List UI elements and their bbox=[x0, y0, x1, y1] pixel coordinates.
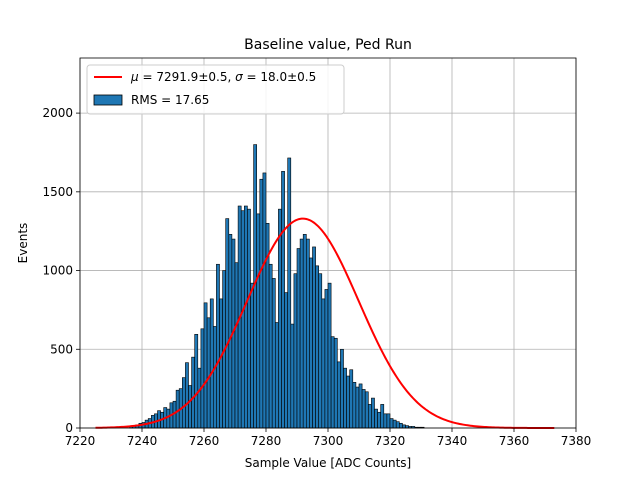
histogram-bar bbox=[352, 382, 357, 429]
histogram-bar bbox=[256, 213, 261, 429]
histogram-bar bbox=[244, 205, 248, 429]
histogram-bar bbox=[228, 234, 233, 429]
histogram-bar bbox=[296, 248, 301, 429]
legend-mu-value: = 7291.9±0.5, bbox=[139, 70, 235, 84]
histogram-bar bbox=[367, 404, 372, 429]
legend-box bbox=[86, 64, 345, 115]
histogram-bar bbox=[293, 273, 298, 429]
histogram-bar bbox=[386, 413, 391, 429]
histogram-bar bbox=[194, 334, 199, 429]
histogram-bar bbox=[315, 265, 320, 429]
histogram-bar bbox=[262, 172, 267, 429]
histogram-bar bbox=[398, 422, 403, 429]
x-tick-label: 7220 bbox=[65, 434, 96, 448]
histogram-bar bbox=[340, 348, 344, 429]
histogram-bar bbox=[318, 273, 323, 429]
histogram-bar bbox=[343, 367, 347, 429]
x-tick-label: 7300 bbox=[313, 434, 344, 448]
legend-histogram-label: RMS = 17.65 bbox=[131, 93, 209, 107]
histogram-bar bbox=[219, 298, 223, 429]
histogram-bar bbox=[234, 262, 239, 429]
histogram-bar bbox=[374, 408, 378, 429]
histogram-bar bbox=[395, 421, 400, 429]
histogram-bar bbox=[346, 375, 351, 429]
y-axis-ticks: 0 500 1000 1500 2000 bbox=[42, 106, 80, 435]
histogram-bar bbox=[364, 391, 369, 429]
histogram-bar bbox=[284, 292, 289, 429]
histogram-bar bbox=[290, 323, 295, 429]
histogram-bar bbox=[185, 362, 189, 429]
chart-title: Baseline value, Ped Run bbox=[244, 37, 412, 53]
x-tick-label: 7340 bbox=[437, 434, 468, 448]
histogram-bar bbox=[361, 389, 366, 429]
histogram-bar bbox=[309, 257, 313, 429]
histogram-bar bbox=[278, 208, 282, 429]
legend-histogram-swatch bbox=[93, 94, 123, 106]
histogram-bar bbox=[274, 322, 279, 429]
y-tick-label: 0 bbox=[65, 421, 73, 435]
histogram-bar bbox=[377, 411, 382, 429]
histogram-bar bbox=[305, 238, 310, 429]
histogram-bar bbox=[281, 171, 285, 429]
histogram-bar bbox=[299, 238, 304, 429]
histogram-bar bbox=[302, 234, 307, 429]
x-tick-label: 7360 bbox=[499, 434, 530, 448]
histogram-bar bbox=[203, 302, 208, 429]
histogram-bar bbox=[268, 263, 273, 429]
legend-sigma-value: = 18.0±0.5 bbox=[243, 70, 317, 84]
histogram-bar bbox=[333, 337, 338, 429]
legend-sigma-symbol: σ bbox=[235, 70, 243, 84]
histogram-bar bbox=[247, 208, 251, 429]
y-tick-label: 1500 bbox=[42, 185, 73, 199]
histogram-bar bbox=[206, 317, 211, 429]
y-tick-label: 500 bbox=[50, 342, 73, 356]
histogram-bar bbox=[240, 210, 245, 429]
histogram-bar bbox=[383, 413, 388, 429]
histogram-bar bbox=[327, 282, 332, 429]
histogram-bar bbox=[188, 385, 192, 429]
histogram-bar bbox=[389, 418, 394, 429]
histogram-bar bbox=[175, 389, 180, 429]
x-axis-ticks: 7220 7240 7260 7280 7300 7320 7340 7360 7380 bbox=[65, 428, 592, 448]
histogram-bar bbox=[324, 289, 329, 429]
x-tick-label: 7320 bbox=[375, 434, 406, 448]
histogram-bar bbox=[213, 326, 217, 429]
histogram-bar bbox=[225, 218, 230, 429]
x-axis-label: Sample Value [ADC Counts] bbox=[245, 456, 411, 470]
histogram-bar bbox=[271, 278, 276, 429]
histogram-bar bbox=[312, 246, 316, 429]
histogram-bar bbox=[358, 383, 363, 429]
histogram-bar bbox=[259, 178, 264, 429]
histogram-bar bbox=[216, 263, 220, 429]
histogram-bar bbox=[182, 377, 186, 429]
x-tick-label: 7240 bbox=[127, 434, 158, 448]
y-tick-label: 2000 bbox=[42, 106, 73, 120]
x-tick-label: 7260 bbox=[189, 434, 220, 448]
histogram-bar bbox=[349, 369, 354, 429]
histogram-bar bbox=[166, 408, 171, 429]
legend-fit-label: μ = 7291.9±0.5, σ = 18.0±0.5 bbox=[130, 70, 316, 84]
histogram-bar bbox=[336, 361, 341, 429]
gaussian-fit-curve bbox=[95, 217, 555, 429]
x-tick-label: 7280 bbox=[251, 434, 282, 448]
y-tick-label: 1000 bbox=[42, 264, 73, 278]
histogram-bar bbox=[330, 336, 335, 429]
histogram-bar bbox=[200, 328, 205, 429]
histogram-bar bbox=[250, 282, 254, 429]
x-tick-label: 7380 bbox=[561, 434, 592, 448]
histogram-bar bbox=[209, 298, 214, 429]
legend-mu-symbol: μ bbox=[130, 70, 139, 84]
legend: μ = 7291.9±0.5, σ = 18.0±0.5 RMS = 17.65 bbox=[86, 64, 345, 115]
histogram-bar bbox=[287, 157, 292, 429]
histogram-bar bbox=[371, 397, 375, 429]
histogram-bar bbox=[402, 424, 406, 429]
histogram-bar bbox=[355, 386, 360, 429]
histogram-bar bbox=[380, 404, 385, 429]
histogram-bar bbox=[392, 419, 397, 429]
histogram-bar bbox=[191, 356, 196, 429]
y-axis-label: Events bbox=[16, 223, 30, 264]
histogram-bar bbox=[321, 298, 326, 429]
histogram-bar bbox=[197, 367, 202, 429]
